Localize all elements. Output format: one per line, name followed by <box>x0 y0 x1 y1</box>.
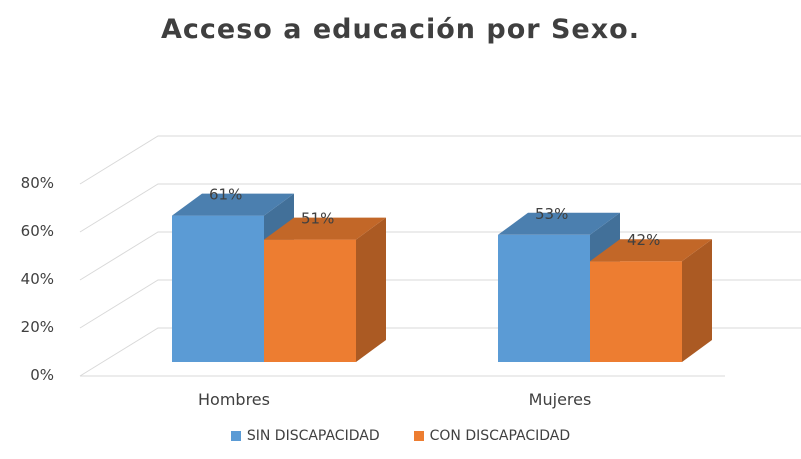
gridline <box>79 183 801 233</box>
legend-item-sin-discapacidad: SIN DISCAPACIDAD <box>230 428 380 444</box>
legend-label-sin-discapacidad: SIN DISCAPACIDAD <box>246 428 380 444</box>
bar-top <box>264 217 386 240</box>
bar-top <box>590 239 712 262</box>
y-tick-label: 80% <box>21 174 54 192</box>
y-tick-label: 0% <box>30 366 54 384</box>
data-label: 51% <box>301 210 334 228</box>
bar-side <box>356 217 386 362</box>
bar-top <box>498 212 620 235</box>
data-labels: 61% 51% 53% 42% <box>209 186 660 250</box>
bar-side <box>682 239 712 362</box>
chart-title: Acceso a educación por Sexo. <box>161 14 640 45</box>
legend-label-con-discapacidad: CON DISCAPACIDAD <box>429 428 571 444</box>
category-label: Hombres <box>198 390 270 409</box>
legend-swatch-con-discapacidad <box>413 431 424 441</box>
category-label: Mujeres <box>529 390 592 409</box>
bar-mujeres-con <box>590 239 712 362</box>
data-label: 42% <box>627 231 660 249</box>
bars <box>172 193 712 362</box>
legend-swatch-sin-discapacidad <box>230 431 241 441</box>
bar-front <box>498 234 590 362</box>
x-axis: Hombres Mujeres <box>198 390 591 409</box>
bar-hombres-con <box>264 217 386 362</box>
bar-top <box>172 193 294 216</box>
data-label: 61% <box>209 186 242 204</box>
data-label: 53% <box>535 205 568 223</box>
y-tick-label: 20% <box>21 318 54 336</box>
legend: SIN DISCAPACIDAD CON DISCAPACIDAD <box>0 428 801 444</box>
y-tick-label: 40% <box>21 270 54 288</box>
gridline <box>79 135 801 185</box>
y-axis: 0% 20% 40% 60% 80% <box>21 174 54 384</box>
bar-front <box>264 239 356 362</box>
bar-front <box>590 261 682 362</box>
bar-front <box>172 215 264 362</box>
gridlines <box>79 135 801 377</box>
legend-item-con-discapacidad: CON DISCAPACIDAD <box>413 428 571 444</box>
y-tick-label: 60% <box>21 222 54 240</box>
